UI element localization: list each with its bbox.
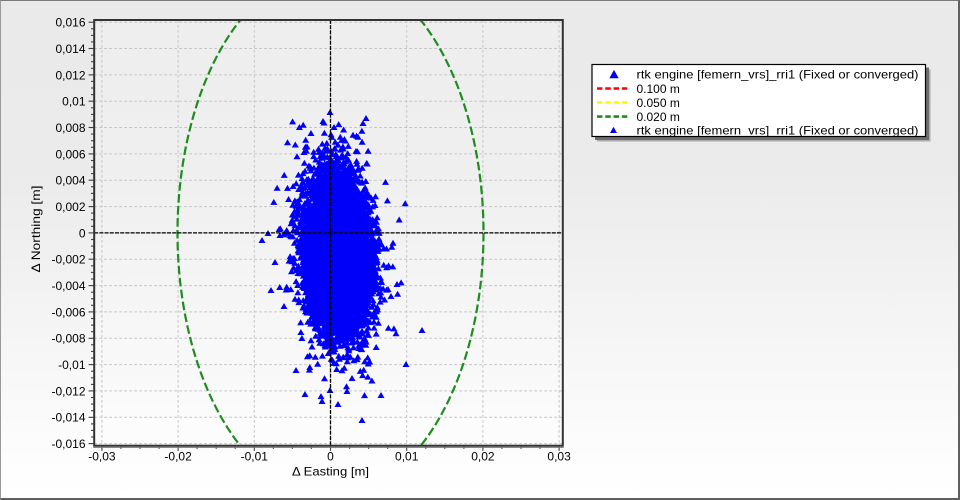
svg-text:0,03: 0,03 bbox=[547, 450, 571, 464]
svg-text:0,012: 0,012 bbox=[55, 68, 85, 82]
svg-text:-0,03: -0,03 bbox=[88, 450, 116, 464]
svg-text:0: 0 bbox=[327, 450, 334, 464]
svg-text:-0,002: -0,002 bbox=[51, 253, 85, 267]
svg-text:0.050 m: 0.050 m bbox=[637, 96, 680, 110]
svg-text:-0,012: -0,012 bbox=[51, 384, 85, 398]
svg-text:0,01: 0,01 bbox=[62, 95, 86, 109]
svg-text:-0,006: -0,006 bbox=[51, 305, 85, 319]
svg-text:rtk engine [femern_vrs]_rri1 (: rtk engine [femern_vrs]_rri1 (Fixed or c… bbox=[637, 68, 919, 82]
svg-text:0,004: 0,004 bbox=[55, 174, 85, 188]
svg-text:0,014: 0,014 bbox=[55, 42, 85, 56]
svg-text:0.020 m: 0.020 m bbox=[637, 110, 680, 124]
svg-text:0,006: 0,006 bbox=[55, 147, 85, 161]
svg-text:-0,014: -0,014 bbox=[51, 411, 85, 425]
svg-text:0,002: 0,002 bbox=[55, 200, 85, 214]
svg-text:0,01: 0,01 bbox=[395, 450, 419, 464]
svg-text:-0,02: -0,02 bbox=[164, 450, 192, 464]
svg-text:0: 0 bbox=[79, 226, 86, 240]
svg-text:0,02: 0,02 bbox=[471, 450, 495, 464]
svg-text:-0,004: -0,004 bbox=[51, 279, 85, 293]
svg-text:0,016: 0,016 bbox=[55, 16, 85, 30]
svg-text:-0,01: -0,01 bbox=[241, 450, 269, 464]
svg-text:Δ Easting [m]: Δ Easting [m] bbox=[292, 465, 369, 479]
svg-text:Δ Northing [m]: Δ Northing [m] bbox=[29, 186, 43, 273]
svg-text:-0,01: -0,01 bbox=[58, 358, 86, 372]
svg-text:0,008: 0,008 bbox=[55, 121, 85, 135]
svg-text:-0,008: -0,008 bbox=[51, 332, 85, 346]
svg-text:rtk engine [femern_vrs]_rri1 (: rtk engine [femern_vrs]_rri1 (Fixed or c… bbox=[637, 124, 919, 138]
svg-text:-0,016: -0,016 bbox=[51, 437, 85, 451]
svg-text:0.100 m: 0.100 m bbox=[637, 82, 680, 96]
